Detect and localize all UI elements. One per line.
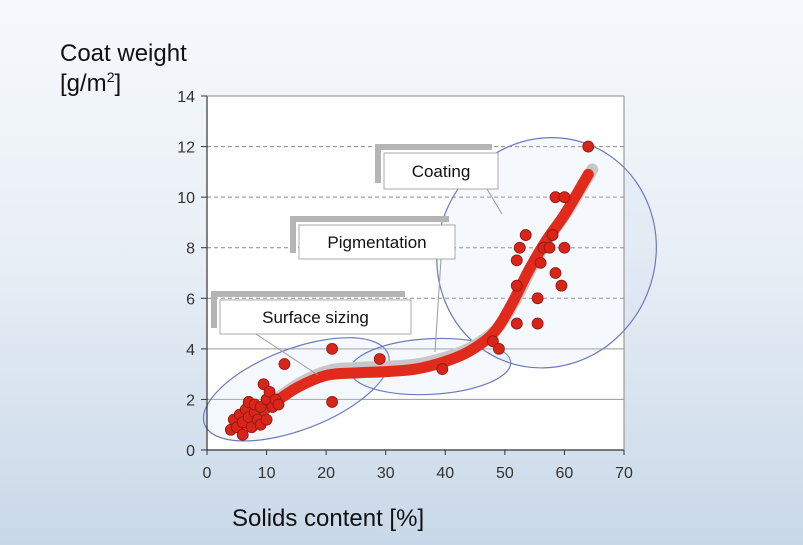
data-point-23 [326, 396, 339, 408]
annotation-box-surface-sizing [219, 299, 412, 335]
data-point-31 [510, 254, 523, 267]
data-point-35 [531, 292, 544, 305]
y-axis-unit: [g/m2] [60, 69, 187, 99]
data-point-42 [555, 279, 568, 292]
data-point-41 [549, 267, 562, 279]
data-point-28 [492, 342, 505, 355]
annotation-pointer-coating [486, 188, 503, 215]
y-axis-label: Coat weight [g/m2] [60, 40, 187, 99]
annotation-label-pigmentation: Pigmentation [327, 233, 426, 252]
y-tick-label-2: 2 [186, 392, 195, 409]
y-axis-title: Coat weight [60, 40, 187, 67]
data-point-44 [558, 191, 571, 204]
data-points [224, 140, 595, 441]
data-point-43 [558, 241, 571, 254]
annotation-label-surface-sizing: Surface sizing [262, 308, 369, 327]
x-tick-label-50: 50 [496, 465, 514, 482]
annotation-shadow-surface-sizing [211, 291, 405, 328]
x-tick-label-0: 0 [203, 465, 212, 482]
x-tick-label-30: 30 [377, 465, 395, 482]
y-tick-label-4: 4 [186, 342, 195, 359]
y-axis-unit-sup: 2 [106, 68, 115, 85]
x-tick-label-10: 10 [258, 465, 276, 482]
x-tick-label-70: 70 [615, 465, 633, 482]
data-point-29 [510, 317, 523, 330]
y-tick-label-8: 8 [186, 241, 195, 258]
data-point-24 [326, 342, 339, 355]
annotation-label-coating: Coating [412, 162, 471, 181]
data-point-21 [272, 398, 285, 411]
data-point-26 [436, 363, 449, 375]
data-point-45 [582, 140, 595, 153]
axes [201, 95, 625, 455]
annotation-pigmentation: Pigmentation [290, 216, 456, 353]
annotation-shadow-coating [375, 144, 492, 183]
data-point-33 [519, 229, 532, 241]
y-tick-label-12: 12 [177, 140, 195, 157]
annotation-box-pigmentation [298, 224, 456, 260]
data-point-39 [546, 229, 559, 241]
data-point-38 [543, 241, 556, 254]
data-point-30 [510, 279, 523, 292]
tick-labels: 0 2 4 6 8 10 12 14 0 10 20 30 40 50 60 70 [177, 89, 633, 482]
x-tick-label-40: 40 [436, 465, 454, 482]
data-point-32 [513, 241, 526, 254]
data-point-16 [260, 413, 273, 426]
data-point-25 [373, 353, 386, 365]
x-tick-label-60: 60 [556, 465, 574, 482]
x-tick-label-20: 20 [317, 465, 335, 482]
annotation-pointer-surface-sizing [255, 333, 319, 376]
annotation-shadow-pigmentation [290, 216, 449, 253]
x-axis-label: Solids content [%] [232, 505, 425, 532]
data-point-36 [534, 256, 547, 269]
y-tick-label-10: 10 [177, 190, 195, 207]
annotation-box-coating [383, 152, 499, 190]
annotation-surface-sizing: Surface sizing [211, 291, 412, 376]
annotation-pointer-pigmentation [434, 258, 442, 353]
annotations: Surface sizing Pigmentation Coating [211, 144, 503, 376]
y-tick-label-14: 14 [177, 89, 195, 106]
y-tick-label-0: 0 [186, 443, 195, 460]
data-point-22 [278, 358, 291, 370]
y-axis-unit-base: [g/m [60, 69, 107, 97]
annotation-coating: Coating [375, 144, 503, 215]
data-point-4 [236, 428, 249, 441]
y-axis-unit-end: ] [114, 69, 122, 97]
y-tick-label-6: 6 [186, 291, 195, 308]
data-point-34 [531, 317, 544, 330]
